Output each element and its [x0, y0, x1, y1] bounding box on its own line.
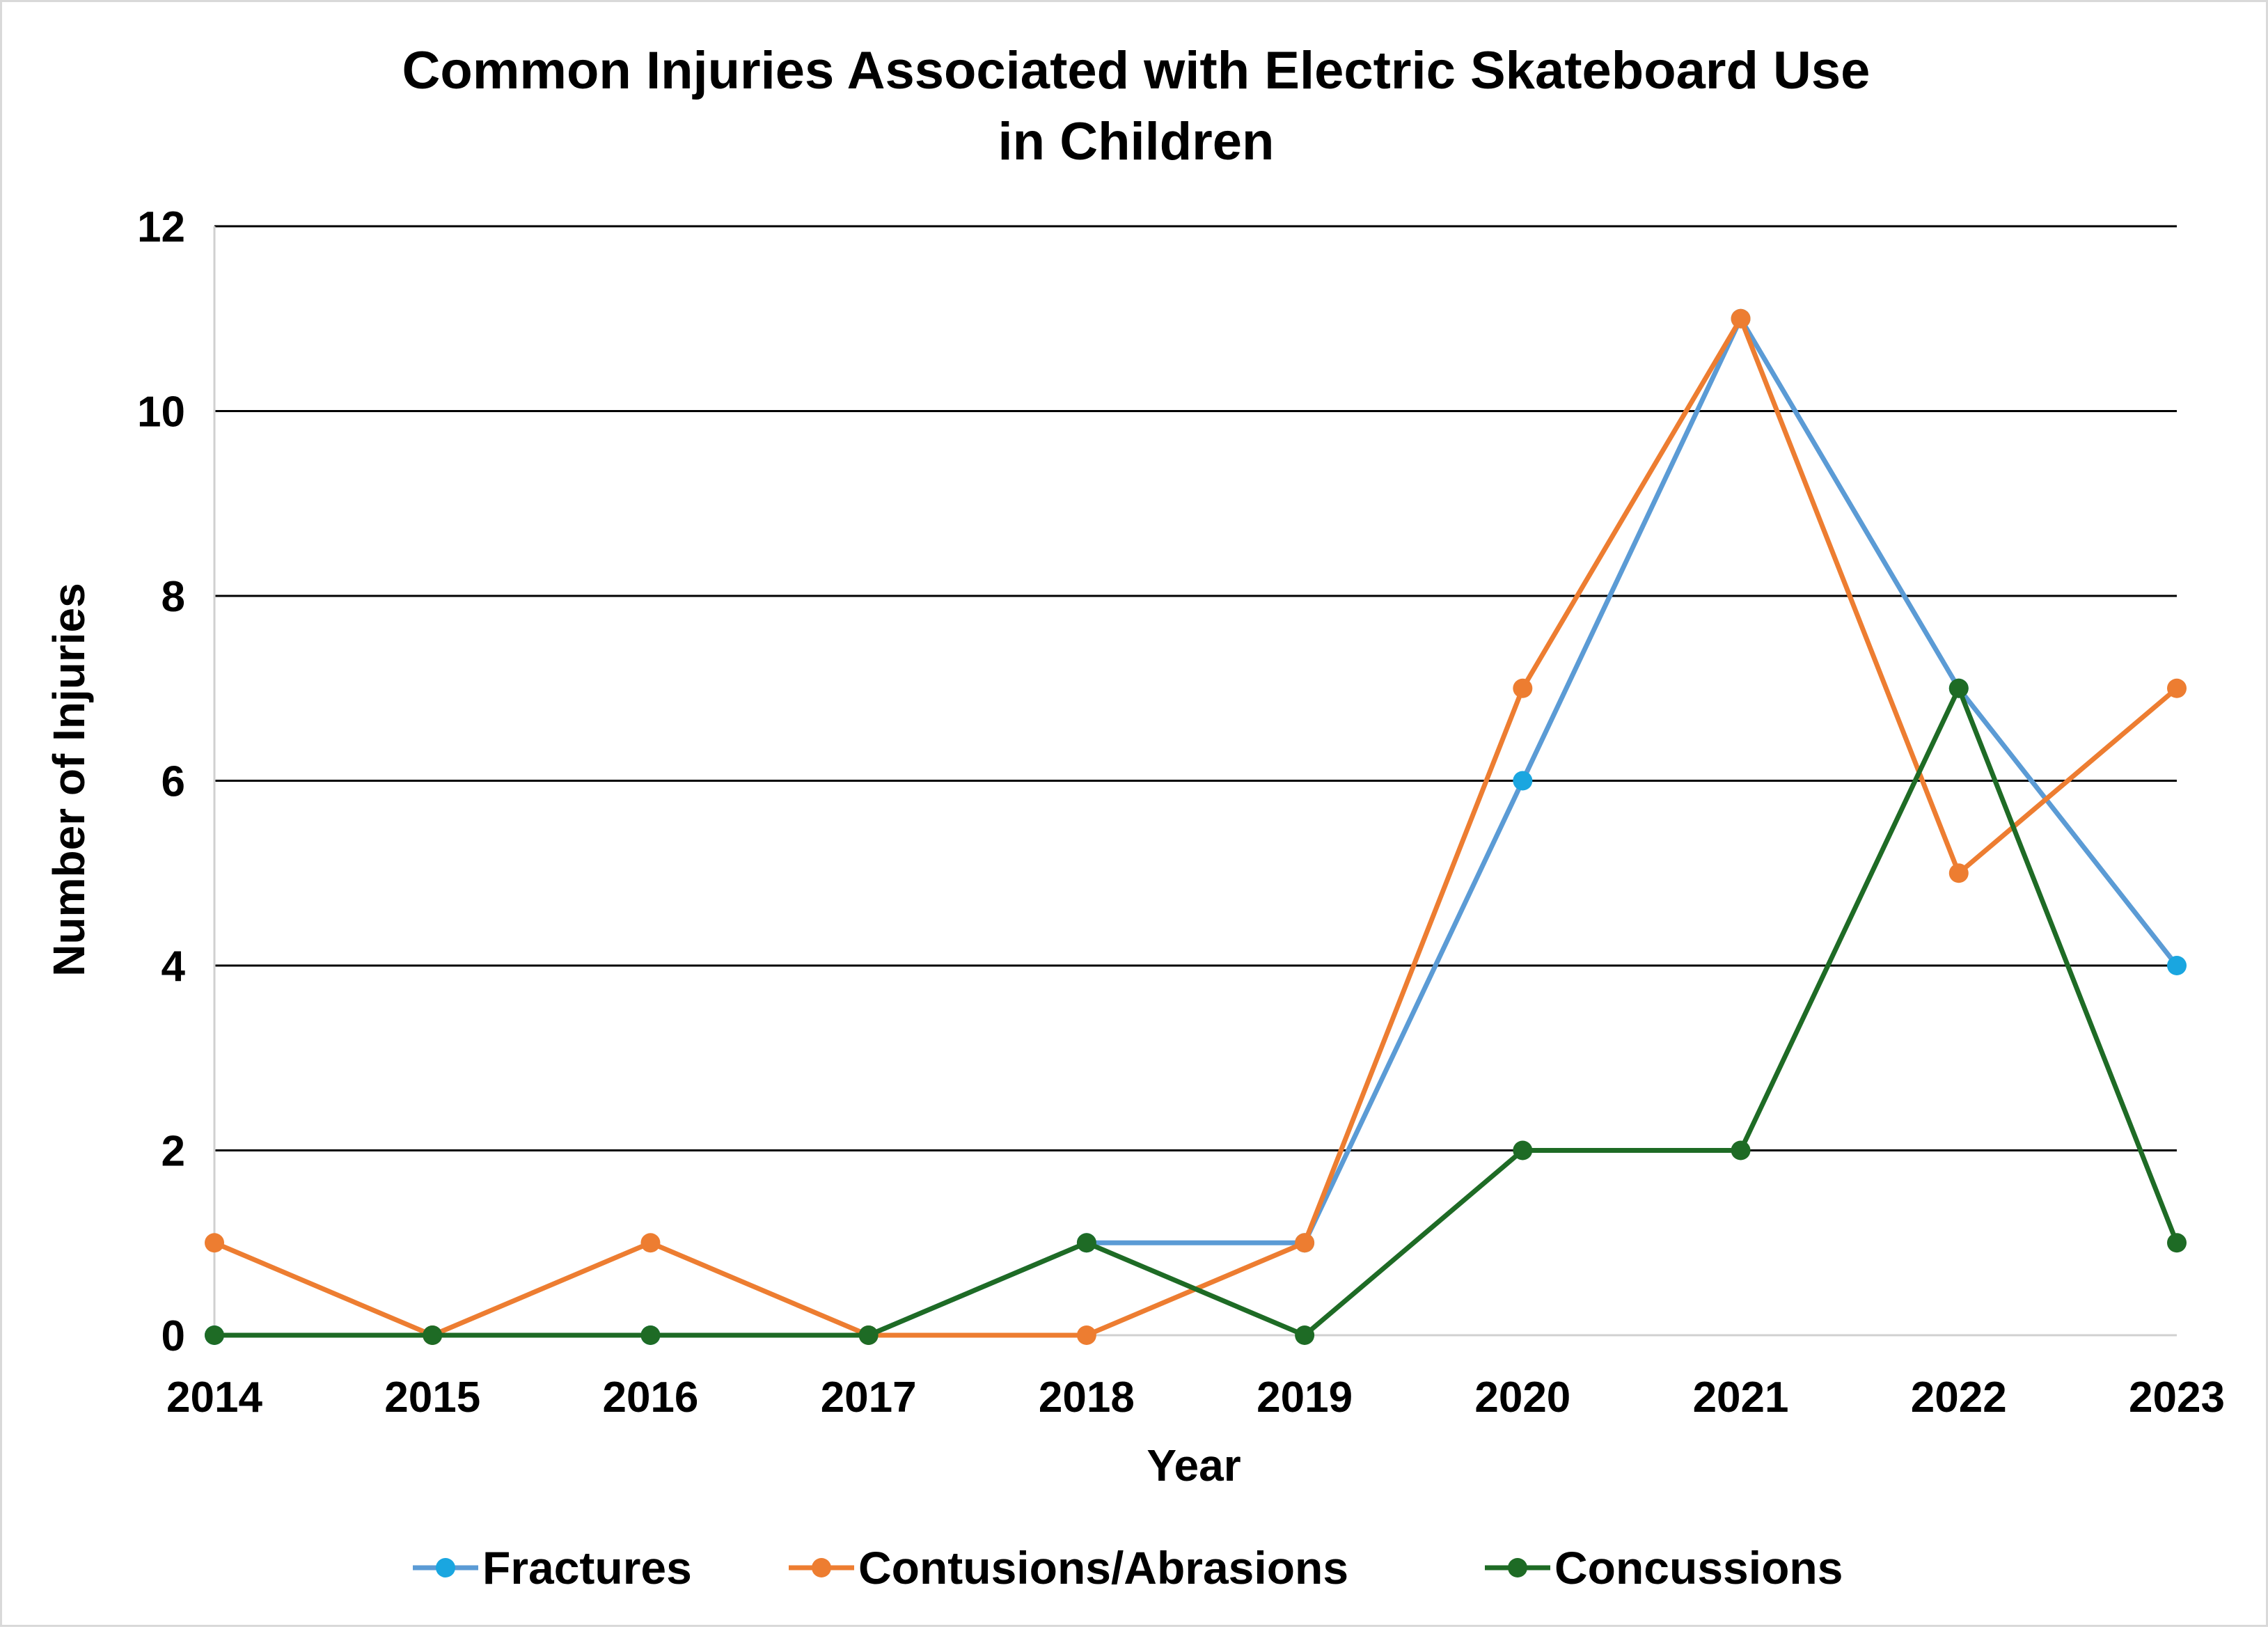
x-tick-label: 2017 — [821, 1374, 917, 1422]
data-point — [1948, 863, 1969, 883]
x-tick-label: 2022 — [1911, 1374, 2007, 1422]
x-tick-label: 2019 — [1257, 1374, 1353, 1422]
x-tick-label: 2014 — [166, 1374, 262, 1422]
series-line — [212, 686, 2180, 1338]
y-tick-label: 12 — [137, 203, 185, 251]
legend-marker — [1508, 1558, 1527, 1577]
x-tick-label: 2020 — [1474, 1374, 1570, 1422]
legend-marker — [812, 1558, 831, 1577]
x-tick-label: 2023 — [2129, 1374, 2225, 1422]
legend: Fractures Contusions/Abrasions Concussions — [413, 1542, 1843, 1593]
x-tick-labels: 2014 2015 2016 2017 2018 2019 2020 2021 2022 2023 — [166, 1374, 2225, 1422]
series-lines — [205, 308, 2187, 1345]
data-point — [1513, 771, 1533, 791]
data-point — [2167, 1233, 2187, 1253]
chart-title-line-1: Common Injuries Associated with Electric… — [402, 41, 1871, 100]
chart-title-line-2: in Children — [998, 112, 1275, 171]
series-concussions — [205, 678, 2187, 1345]
legend-label: Concussions — [1554, 1542, 1843, 1593]
y-tick-label: 10 — [137, 388, 185, 436]
data-point — [1076, 1325, 1096, 1345]
y-tick-label: 8 — [162, 573, 185, 621]
data-point — [1513, 678, 1533, 698]
x-axis-title: Year — [1147, 1440, 1241, 1490]
x-tick-label: 2018 — [1039, 1374, 1135, 1422]
data-point — [858, 1325, 879, 1345]
y-tick-label: 6 — [162, 758, 185, 806]
y-tick-labels: 0 2 4 6 8 10 12 — [137, 203, 185, 1360]
x-tick-label: 2015 — [384, 1374, 480, 1422]
x-tick-label: 2021 — [1693, 1374, 1789, 1422]
x-tick-label: 2016 — [602, 1374, 698, 1422]
data-point — [1295, 1233, 1315, 1253]
data-point — [640, 1325, 661, 1345]
data-point — [1513, 1140, 1533, 1160]
legend-label: Fractures — [482, 1542, 692, 1593]
legend-item: Contusions/Abrasions — [789, 1542, 1348, 1593]
data-point — [205, 1325, 224, 1345]
series-line — [212, 316, 2180, 1338]
gridlines — [214, 225, 2177, 1151]
series-fractures — [205, 308, 2187, 1345]
legend-label: Contusions/Abrasions — [858, 1542, 1348, 1593]
legend-item: Concussions — [1485, 1542, 1843, 1593]
legend-marker — [436, 1558, 455, 1577]
y-axis-title: Number of Injuries — [44, 583, 94, 976]
data-point — [2167, 678, 2187, 698]
data-point — [205, 1233, 224, 1253]
legend-item: Fractures — [413, 1542, 692, 1593]
data-point — [1731, 308, 1751, 329]
y-tick-label: 2 — [162, 1128, 185, 1176]
y-tick-label: 0 — [162, 1312, 185, 1360]
data-point — [1731, 1140, 1751, 1160]
data-point — [1076, 1233, 1096, 1253]
series-contusions-abrasions — [205, 308, 2187, 1345]
data-point — [1295, 1325, 1315, 1345]
data-point — [1948, 678, 1969, 698]
data-point — [423, 1325, 443, 1345]
data-point — [640, 1233, 661, 1253]
data-point — [2167, 956, 2187, 975]
series-line — [212, 316, 2180, 1338]
y-tick-label: 4 — [162, 943, 186, 991]
